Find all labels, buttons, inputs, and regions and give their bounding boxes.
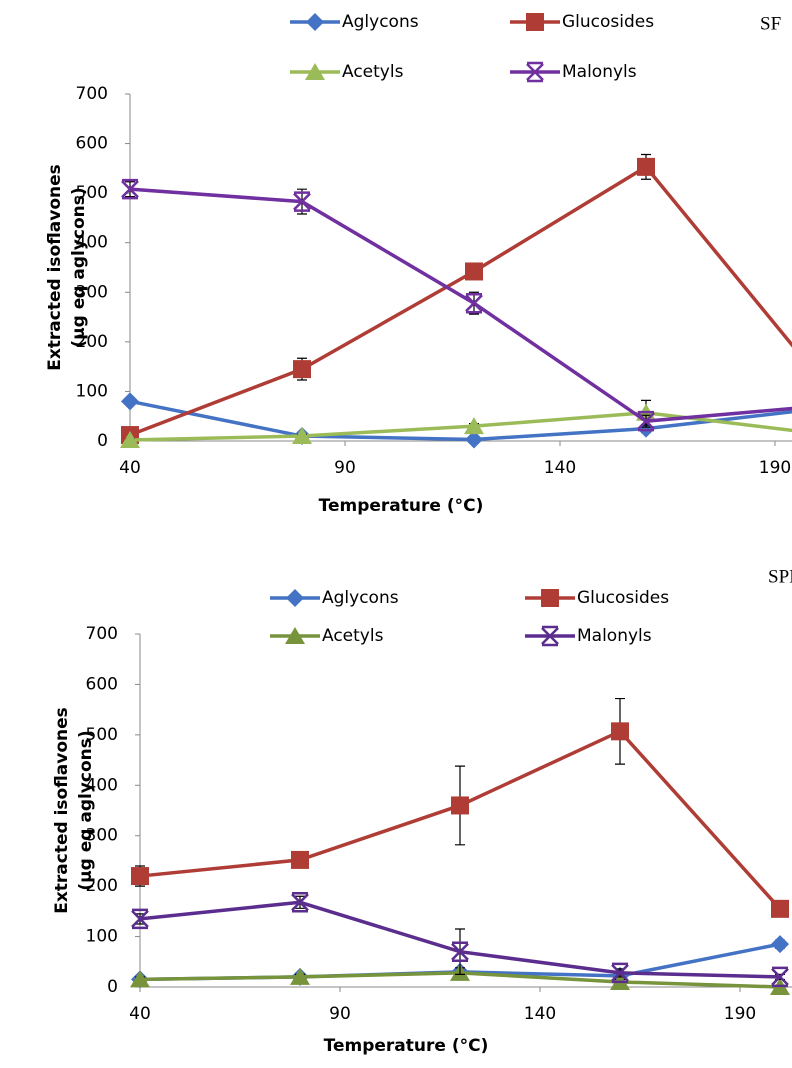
y-axis-title: (µg eq aglycons) [76, 730, 96, 890]
x-tick-label: 90 [334, 458, 356, 478]
x-tick-label: 140 [544, 458, 576, 478]
legend-label: Acetyls [342, 62, 404, 82]
y-axis-title: Extracted isoflavones [45, 164, 65, 371]
legend-label: Acetyls [322, 626, 384, 646]
marker [291, 850, 309, 869]
y-tick-label: 700 [86, 624, 118, 644]
x-tick-label: 190 [724, 1004, 756, 1024]
legend-label: Aglycons [342, 12, 419, 32]
marker [120, 431, 140, 449]
x-tick-label: 90 [329, 1004, 351, 1024]
marker [541, 625, 559, 647]
marker [121, 178, 139, 200]
y-tick-label: 0 [107, 977, 118, 997]
legend-label: Malonyls [562, 62, 637, 82]
marker [771, 966, 789, 988]
y-tick-label: 100 [86, 927, 118, 947]
marker [290, 967, 310, 985]
marker [611, 722, 629, 741]
marker [526, 61, 544, 83]
marker [464, 417, 484, 435]
marker [771, 935, 789, 954]
marker [771, 899, 789, 918]
y-tick-label: 200 [76, 332, 108, 352]
marker [465, 430, 483, 449]
x-axis-title: Temperature (°C) [324, 1036, 489, 1056]
legend-label: Glucosides [562, 12, 654, 32]
panel-label: SF [760, 13, 781, 34]
marker [131, 908, 149, 930]
marker [130, 970, 150, 988]
y-tick-label: 600 [76, 134, 108, 154]
marker [451, 796, 469, 815]
x-tick-label: 40 [129, 1004, 151, 1024]
marker [465, 262, 483, 281]
marker [306, 13, 324, 31]
y-tick-label: 500 [76, 183, 108, 203]
marker [611, 962, 629, 984]
y-axis-title: Extracted isoflavones [52, 707, 72, 914]
legend-label: Aglycons [322, 588, 399, 608]
marker [465, 292, 483, 314]
marker [451, 941, 469, 962]
series-line [129, 399, 792, 442]
marker [637, 157, 655, 176]
x-tick-label: 140 [524, 1004, 556, 1024]
marker [305, 63, 325, 80]
y-tick-label: 100 [76, 381, 108, 401]
y-tick-label: 500 [86, 725, 118, 745]
marker [291, 892, 309, 913]
y-tick-label: 400 [76, 233, 108, 253]
marker [292, 427, 312, 445]
marker [637, 410, 655, 432]
marker [285, 627, 305, 644]
y-tick-label: 700 [76, 84, 108, 104]
y-axis-title: (µg eq aglycons) [69, 187, 89, 347]
marker [293, 360, 311, 379]
y-tick-label: 0 [97, 431, 108, 451]
x-axis-title: Temperature (°C) [319, 496, 484, 516]
y-tick-label: 300 [86, 826, 118, 846]
marker [121, 392, 139, 411]
marker [541, 589, 559, 607]
x-tick-label: 190 [759, 458, 791, 478]
marker [526, 13, 544, 31]
y-tick-label: 200 [86, 876, 118, 896]
x-tick-label: 40 [119, 458, 141, 478]
y-tick-label: 400 [86, 775, 118, 795]
y-tick-label: 600 [86, 674, 118, 694]
panel-label: SPI [768, 566, 792, 587]
marker [293, 191, 311, 212]
series-line [129, 164, 792, 437]
y-tick-label: 300 [76, 282, 108, 302]
marker [131, 867, 149, 886]
legend-label: Malonyls [577, 626, 652, 646]
marker [286, 589, 304, 607]
legend-label: Glucosides [577, 588, 669, 608]
